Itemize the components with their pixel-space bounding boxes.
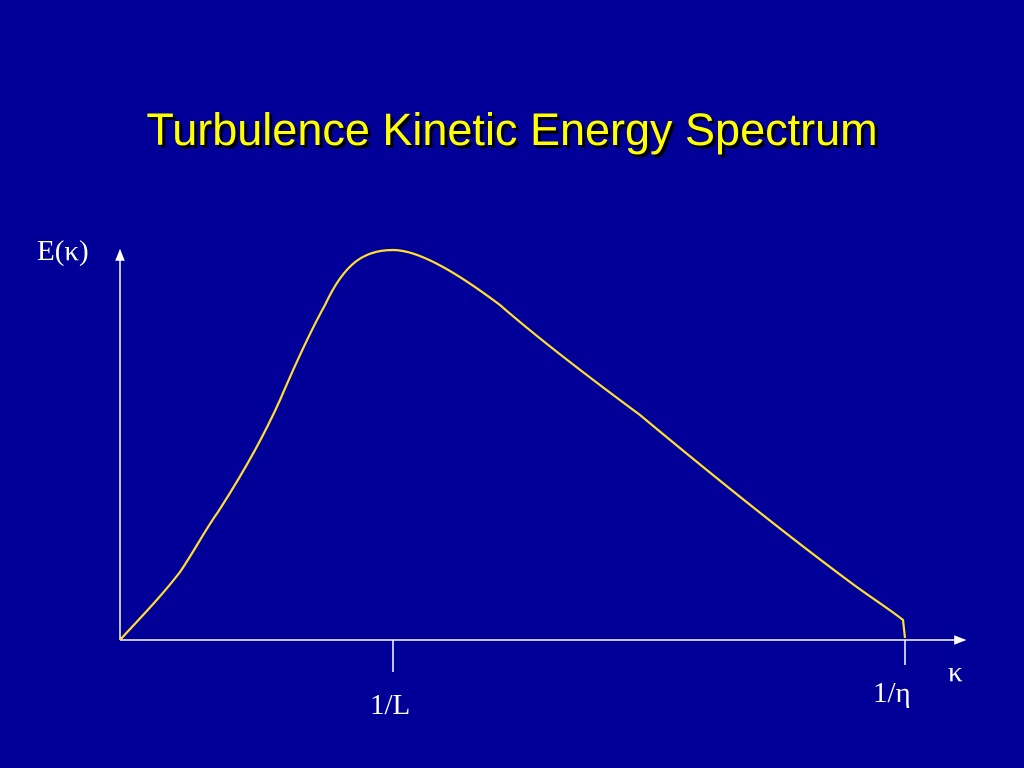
energy-spectrum-curve bbox=[119, 248, 907, 641]
x-axis-label: κ bbox=[948, 656, 963, 688]
kolmogorov-scale-label: 1/η bbox=[873, 677, 911, 709]
y-axis-label: E(κ) bbox=[37, 235, 89, 267]
integral-scale-label: 1/L bbox=[370, 689, 410, 721]
slide-title: Turbulence Kinetic Energy Spectrum bbox=[146, 104, 878, 155]
